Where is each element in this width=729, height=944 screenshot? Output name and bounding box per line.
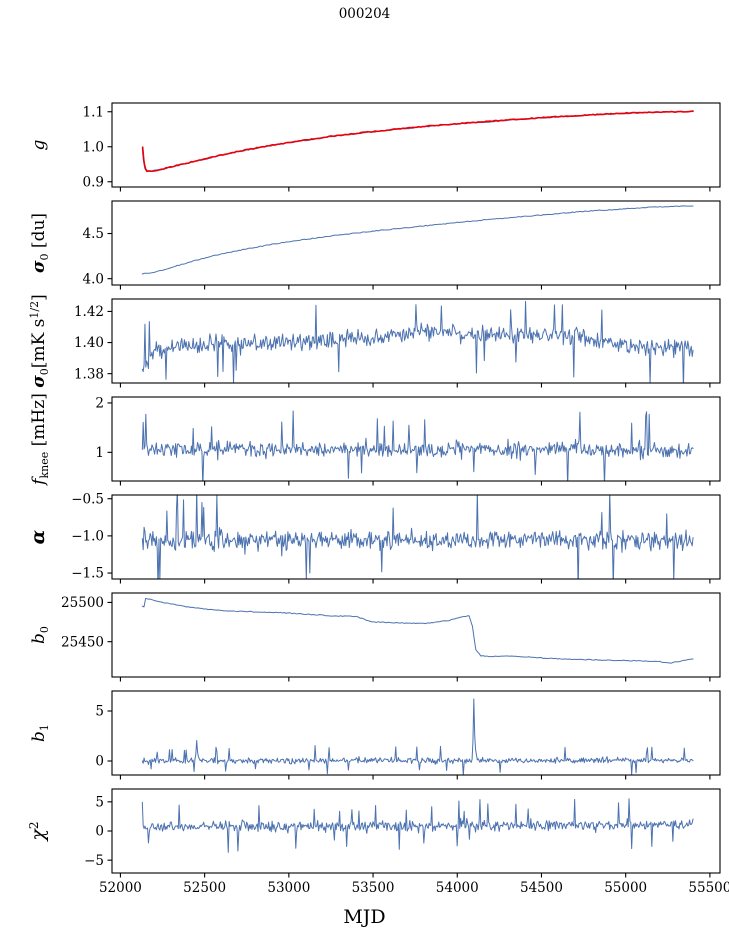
- series-gain: [141, 110, 694, 172]
- y-tick-label: 4.5: [83, 226, 104, 242]
- y-tick-label: 25500: [61, 595, 104, 611]
- y-axis-label-6: b1: [29, 724, 51, 742]
- x-tick-label: 53000: [267, 880, 310, 896]
- y-tick-label: 0: [95, 754, 104, 770]
- panel-frame: [111, 200, 721, 286]
- figure-title: 000204: [338, 6, 391, 22]
- y-tick-label: 1.1: [83, 104, 104, 120]
- x-tick-label: 55000: [604, 880, 647, 896]
- y-axis-label-7: χ2: [27, 821, 49, 842]
- panel-data-7: [141, 798, 694, 853]
- y-tick-label: 1.0: [83, 139, 104, 155]
- y-axis-label-0: g: [29, 139, 49, 150]
- panel-data-0: [141, 110, 694, 173]
- y-tick-label: 2: [95, 396, 104, 412]
- series-fknee: [141, 410, 694, 481]
- panel-b₁: 0 5 b1: [29, 690, 721, 780]
- plot-stack: 0.9 1.0 1.1 g 4.0 4.5 σ0 [du] 1.38 1.40 1.42 σ0[mK…: [27, 102, 729, 896]
- y-tick-label: −5: [84, 853, 104, 869]
- y-tick-label: 4.0: [83, 271, 104, 287]
- y-axis-label-1: σ0 [du]: [29, 213, 51, 273]
- panel-frame: [111, 592, 721, 678]
- x-tick-label: 52500: [183, 880, 226, 896]
- panel-data-5: [141, 597, 694, 664]
- y-tick-label: 0.9: [83, 174, 104, 190]
- panel-data-2: [141, 300, 694, 383]
- panel-data-1: [141, 205, 694, 275]
- panel-data-4: [141, 495, 694, 579]
- panel-σ₀ [du]: 4.0 4.5 σ0 [du]: [29, 200, 721, 290]
- panel-f_knee [mHz]: 1 2 fknee [mHz]: [29, 393, 721, 487]
- y-tick-label: −1.5: [71, 566, 104, 582]
- y-tick-label: 5: [95, 704, 104, 720]
- y-tick-label: 25450: [61, 634, 104, 650]
- y-axis-label-5: b0: [29, 626, 51, 644]
- series-sigma0-mK: [141, 300, 694, 383]
- x-tick-label: 54500: [520, 880, 563, 896]
- series-gain-fit: [141, 110, 694, 173]
- y-axis-label-3: fknee [mHz]: [29, 393, 51, 487]
- y-tick-label: −0.5: [71, 491, 104, 507]
- panel-b₀: 25450 25500 b0: [29, 592, 721, 682]
- series-b1: [141, 698, 694, 775]
- y-tick-label: 5: [95, 794, 104, 810]
- panel-frame: [111, 494, 721, 580]
- y-axis-label-4: α: [27, 529, 49, 544]
- panel-frame: [111, 298, 721, 384]
- panel-σ₀[mK s^1/2]: 1.38 1.40 1.42 σ0[mK s1/2]: [28, 294, 721, 388]
- y-tick-label: 0: [95, 824, 104, 840]
- series-chi2: [141, 798, 694, 853]
- panel-frame: [111, 102, 721, 188]
- panel-frame: [111, 396, 721, 482]
- y-tick-label: 1.42: [74, 304, 104, 320]
- panel-data-3: [141, 410, 694, 481]
- panel-χ²: −5 0 5 52000 52500 53000 53500 54000 54500 55000 5…: [27, 788, 729, 896]
- x-tick-label: 52000: [99, 880, 142, 896]
- x-axis-label: MJD: [343, 906, 386, 928]
- y-tick-label: 1: [95, 445, 104, 461]
- y-axis-label-2: σ0[mK s1/2]: [28, 294, 51, 387]
- x-tick-label: 55500: [688, 880, 729, 896]
- y-tick-label: 1.38: [74, 366, 104, 382]
- series-b0: [141, 597, 694, 664]
- x-tick-label: 54000: [436, 880, 479, 896]
- panel-frame: [111, 690, 721, 776]
- y-tick-label: −1.0: [71, 528, 104, 544]
- x-tick-label: 53500: [352, 880, 395, 896]
- y-tick-label: 1.40: [74, 335, 104, 351]
- series-sigma0-du: [141, 205, 694, 275]
- series-alpha: [141, 495, 694, 579]
- panel-data-6: [141, 698, 694, 775]
- panel-g: 0.9 1.0 1.1 g: [29, 102, 721, 192]
- panel-α: −1.5 −1.0 −0.5 α: [27, 491, 721, 584]
